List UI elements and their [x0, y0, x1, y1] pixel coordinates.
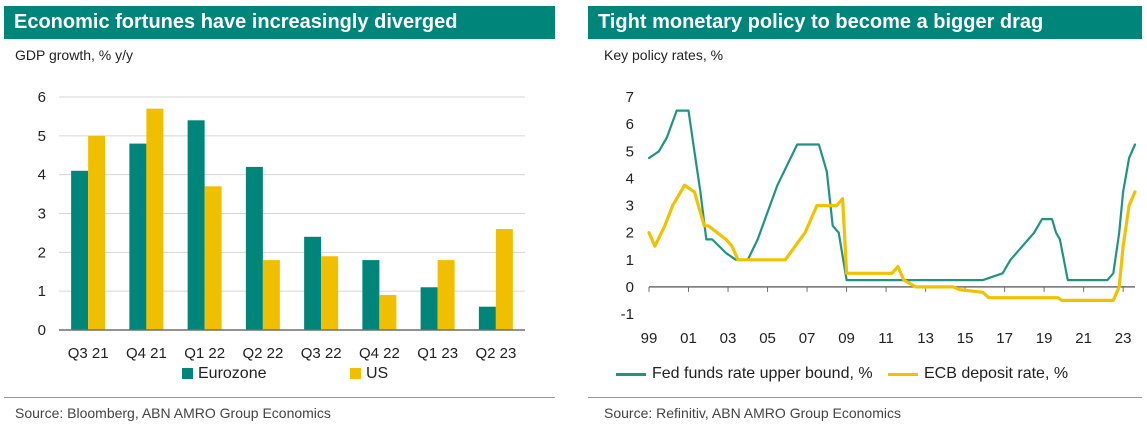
bar-eurozone [187, 120, 205, 330]
bar-eurozone [129, 143, 147, 330]
legend-swatch-ecb [888, 373, 918, 376]
y-tick-label: 3 [626, 198, 634, 215]
y-tick-label: 4 [38, 167, 46, 184]
right-chart-title: Tight monetary policy to become a bigger… [588, 6, 1142, 39]
right-source-note: Source: Refinitiv, ABN AMRO Group Econom… [604, 405, 901, 421]
y-tick-label: 3 [38, 206, 46, 223]
right-divider [588, 397, 1142, 398]
y-tick-label: -1 [621, 306, 634, 323]
x-tick-label: 07 [799, 330, 816, 347]
bar-eurozone [362, 260, 380, 330]
x-tick-label: 23 [1115, 330, 1132, 347]
y-tick-label: 5 [626, 143, 634, 160]
y-tick-label: 4 [626, 170, 634, 187]
gdp-bar-chart: 0 1 2 3 4 5 6 Q3 21 Q4 21 Q1 22 Q2 22 Q3 22 Q4 22 Q1 … [38, 89, 525, 362]
x-tick-label: 15 [957, 330, 974, 347]
x-tick-label: Q4 21 [126, 345, 167, 362]
y-tick-label: 2 [38, 244, 46, 261]
x-tick-label: 21 [1075, 330, 1092, 347]
x-tick-label: Q1 23 [417, 345, 458, 362]
left-chart-subtitle: GDP growth, % y/y [15, 47, 134, 63]
legend-label-eurozone: Eurozone [198, 365, 267, 382]
x-tick-label: 03 [720, 330, 737, 347]
bar-us [379, 295, 397, 330]
left-chart-title: Economic fortunes have increasingly dive… [4, 6, 555, 39]
line-legend: Fed funds rate upper bound, % ECB deposi… [588, 365, 1142, 387]
bar-us [88, 135, 106, 330]
x-tick-label: Q2 22 [242, 345, 283, 362]
y-tick-label: 6 [626, 116, 634, 133]
y-tick-label: 7 [626, 89, 634, 106]
y-tick-label: 0 [38, 322, 46, 339]
bar-eurozone [420, 287, 438, 330]
x-tick-label: Q3 22 [301, 345, 342, 362]
bar-us [321, 256, 339, 330]
bar-eurozone [304, 236, 322, 330]
bar-us [146, 108, 164, 331]
x-tick-label: 11 [878, 330, 894, 347]
policy-rates-panel: Tight monetary policy to become a bigger… [588, 0, 1142, 430]
bar-eurozone [478, 306, 496, 330]
bar-us [204, 186, 222, 330]
legend-label-ecb: ECB deposit rate, % [924, 365, 1069, 382]
y-tick-label: 0 [626, 279, 634, 296]
bar-eurozone [71, 170, 89, 330]
left-source-note: Source: Bloomberg, ABN AMRO Group Econom… [15, 405, 331, 421]
y-tick-label: 5 [38, 128, 46, 145]
x-tick-label: 01 [680, 330, 697, 347]
x-tick-label: 99 [641, 330, 658, 347]
y-tick-label: 1 [626, 252, 634, 269]
x-tick-label: 05 [759, 330, 776, 347]
bar-us [495, 229, 513, 330]
fed-funds-line [647, 109, 1137, 282]
x-tick-label: Q1 22 [184, 345, 225, 362]
x-tick-label: 13 [917, 330, 934, 347]
legend-swatch-eurozone [182, 368, 193, 379]
right-chart-subtitle: Key policy rates, % [604, 47, 724, 63]
x-tick-label: 19 [1036, 330, 1053, 347]
x-tick-label: Q2 23 [475, 345, 516, 362]
x-tick-label: 17 [996, 330, 1013, 347]
legend-label-fed: Fed funds rate upper bound, % [652, 365, 873, 382]
bar-us [437, 260, 455, 330]
legend-swatch-fed [616, 373, 646, 376]
y-tick-label: 6 [38, 89, 46, 106]
bar-legend: Eurozone US [4, 365, 555, 387]
x-tick-label: Q3 21 [68, 345, 109, 362]
x-tick-label: Q4 22 [359, 345, 400, 362]
x-tick-label: 09 [838, 330, 855, 347]
left-divider [4, 397, 555, 398]
bar-us [262, 260, 280, 330]
y-tick-label: 2 [626, 225, 634, 242]
legend-label-us: US [366, 365, 389, 382]
gdp-growth-panel: Economic fortunes have increasingly dive… [4, 0, 555, 430]
ecb-deposit-line [647, 183, 1137, 302]
bar-eurozone [245, 166, 263, 330]
y-tick-label: 1 [38, 283, 46, 300]
legend-swatch-us [350, 368, 361, 379]
